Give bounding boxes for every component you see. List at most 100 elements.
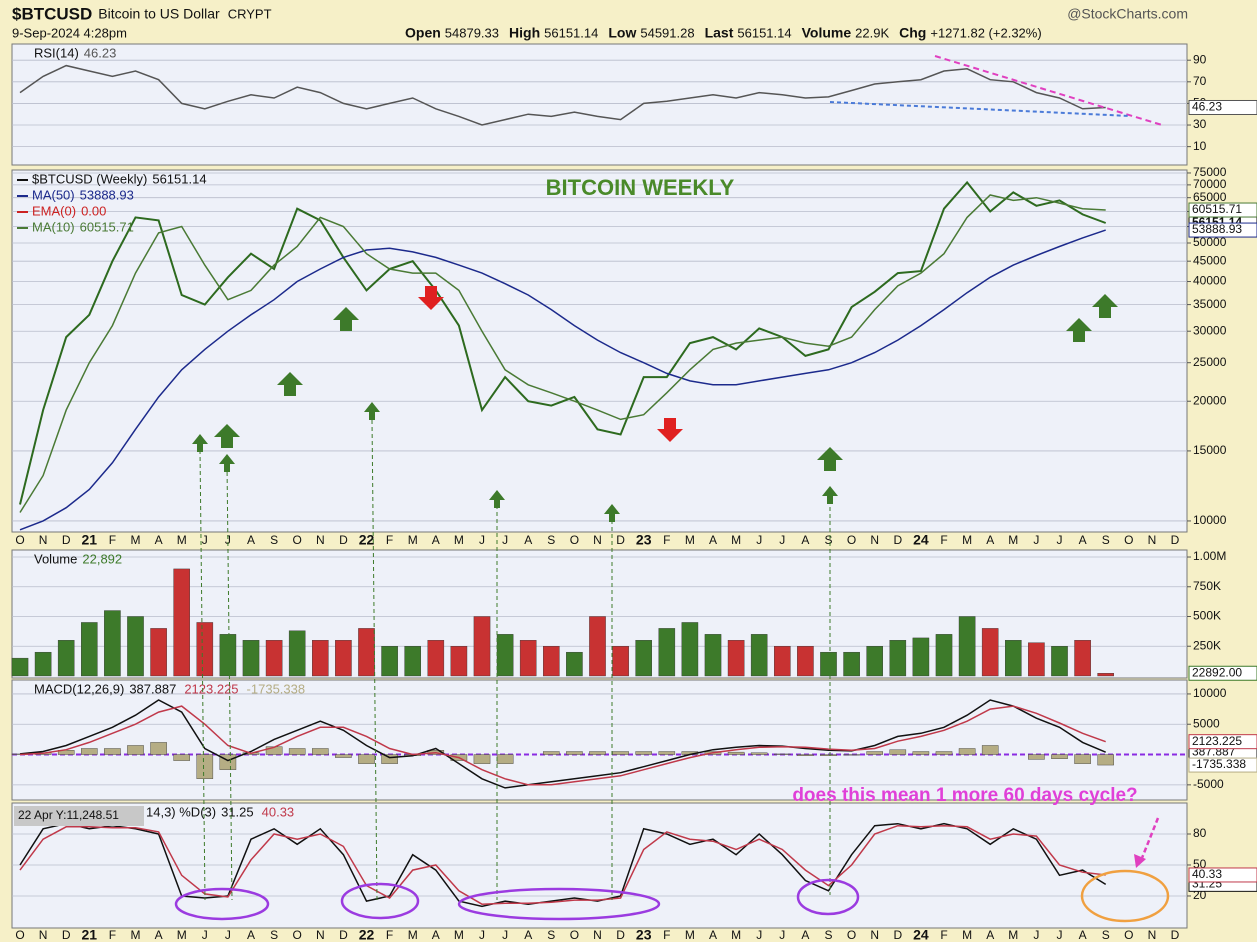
y-tick-label: 20000 xyxy=(1193,393,1227,407)
bar xyxy=(681,622,699,677)
bar xyxy=(381,646,398,677)
instrument-name: Bitcoin to US Dollar xyxy=(98,6,220,22)
x-tick-label: M xyxy=(454,533,464,547)
x-tick-label: J xyxy=(1033,533,1039,547)
x-tick-label: J xyxy=(502,533,508,547)
bar xyxy=(635,640,652,677)
x-tick-label: D xyxy=(893,533,902,547)
series-line xyxy=(19,64,1106,126)
bar xyxy=(750,634,768,677)
x-tick-label: F xyxy=(663,533,670,547)
y-tick-label: 70 xyxy=(1193,74,1207,88)
down-arrow xyxy=(657,418,683,442)
x-tick-label: N xyxy=(39,928,48,942)
legend-value: 53888.93 xyxy=(80,187,134,202)
x-tick-label: D xyxy=(1171,533,1180,547)
up-arrow xyxy=(277,372,303,396)
small-arrow xyxy=(364,402,380,420)
x-tick-label: N xyxy=(870,928,879,942)
small-arrow xyxy=(192,434,208,452)
x-tick-label: O xyxy=(293,533,302,547)
x-tick-label: 23 xyxy=(636,532,652,548)
bar xyxy=(866,751,883,755)
annotations xyxy=(174,55,1170,923)
up-arrow xyxy=(1066,318,1092,342)
x-tick-label: J xyxy=(1057,533,1063,547)
legend-label: 14,3) %D(3) xyxy=(146,804,216,819)
stat-value: 54879.33 xyxy=(445,25,499,40)
guide-line xyxy=(371,419,378,901)
stoch-annotation: does this mean 1 more 60 days cycle? xyxy=(792,785,1137,806)
bar xyxy=(196,622,214,677)
x-tick-label: N xyxy=(316,533,325,547)
bar xyxy=(589,616,606,677)
x-tick-label: A xyxy=(247,533,255,547)
value-tag-label: 53888.93 xyxy=(1192,222,1242,236)
bar xyxy=(335,754,352,758)
legend-value: 387.887 xyxy=(129,681,176,696)
x-tick-label: F xyxy=(386,533,393,547)
cycle-lows xyxy=(174,878,860,921)
x-tick-label: A xyxy=(155,533,163,547)
green-arrows xyxy=(192,294,1118,522)
bar xyxy=(150,628,167,677)
x-tick-label: O xyxy=(847,533,856,547)
stat-label: Chg xyxy=(899,25,926,41)
tooltip-box xyxy=(14,806,144,826)
y-tick-label: 45000 xyxy=(1193,253,1227,267)
bar xyxy=(1074,754,1091,764)
legend-value: 0.00 xyxy=(81,203,106,218)
x-tick-label: O xyxy=(15,928,24,942)
cycle-ellipse xyxy=(796,878,860,916)
x-tick-label: M xyxy=(962,928,972,942)
cycle-ellipse xyxy=(340,882,420,920)
legend-value: 46.23 xyxy=(84,45,117,60)
value-tag-label: 40.33 xyxy=(1192,867,1222,881)
bar xyxy=(496,634,514,677)
x-tick-label: A xyxy=(247,928,255,942)
x-tick-label: N xyxy=(39,533,48,547)
bar xyxy=(150,742,167,755)
bar xyxy=(981,745,999,755)
x-tick-label: J xyxy=(225,928,231,942)
bar xyxy=(1005,640,1022,677)
small-arrow xyxy=(219,454,235,472)
bar xyxy=(404,646,421,677)
small-arrow xyxy=(822,486,838,504)
x-tick-label: S xyxy=(1102,928,1110,942)
bar xyxy=(889,749,907,755)
x-tick-label: S xyxy=(547,533,555,547)
bar xyxy=(750,752,768,755)
down-arrow xyxy=(418,286,444,310)
bar xyxy=(288,630,306,677)
y-tick-label: 80 xyxy=(1193,826,1207,840)
legend-value: 40.33 xyxy=(262,804,295,819)
x-tick-label: O xyxy=(15,533,24,547)
bar xyxy=(935,634,953,677)
pointer-head xyxy=(1134,854,1146,868)
value-tag xyxy=(1188,99,1257,115)
y-tick-label: 35000 xyxy=(1193,297,1227,311)
value-tag-label: 60515.71 xyxy=(1192,202,1242,216)
bar xyxy=(543,646,560,677)
bar xyxy=(127,745,144,755)
bar xyxy=(612,751,629,755)
y-tick-label: 50000 xyxy=(1193,235,1227,249)
bar xyxy=(288,748,306,755)
x-tick-label: A xyxy=(801,533,809,547)
up-arrow xyxy=(333,307,359,331)
x-tick-label: 24 xyxy=(913,927,929,942)
x-tick-label: A xyxy=(709,928,717,942)
bar xyxy=(265,640,283,677)
x-tick-label: N xyxy=(870,533,879,547)
x-tick-label: N xyxy=(1148,533,1157,547)
x-tick-label: O xyxy=(1124,533,1133,547)
x-tick-label: D xyxy=(616,533,625,547)
bar xyxy=(219,634,237,677)
y-tick-label: 65000 xyxy=(1193,190,1227,204)
x-tick-label: S xyxy=(270,928,278,942)
series-line xyxy=(19,705,1106,786)
x-tick-label: F xyxy=(386,928,393,942)
bar xyxy=(727,640,745,677)
x-tick-label: O xyxy=(293,928,302,942)
